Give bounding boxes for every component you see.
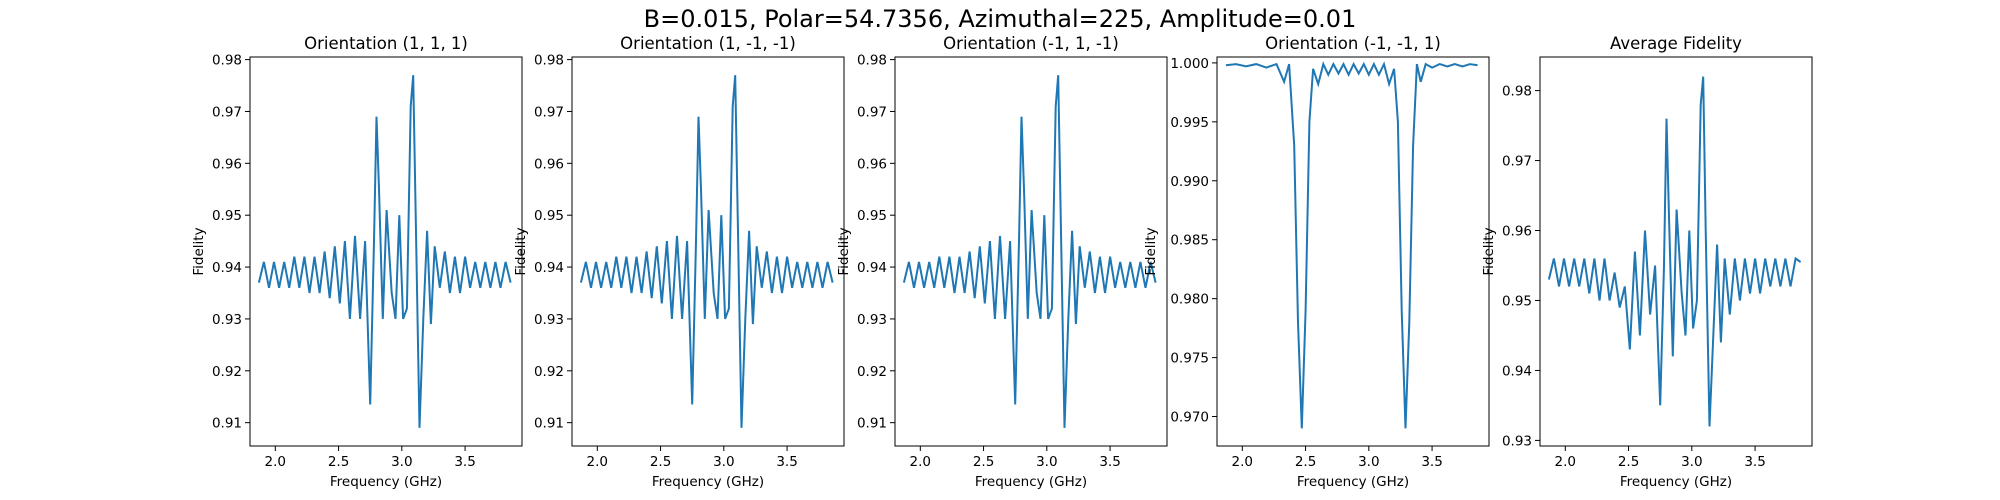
x-tick-label: 2.0 [1232,454,1253,470]
y-tick-label: 0.95 [534,208,564,224]
y-tick-label: 0.95 [212,208,242,224]
y-tick-label: 0.97 [534,104,564,120]
subplot-5: Average Fidelity 2.0 2.5 3.0 3.5 0.93 0.94 0.95… [1481,34,1813,490]
y-tick-label: 0.93 [212,312,242,328]
y-tick-label: 0.96 [212,156,242,172]
y-tick-label: 0.94 [212,260,242,276]
y-tick-label: 0.92 [857,364,887,380]
y-axis-label: Fidelity [191,227,207,275]
y-tick-label: 1.000 [1170,56,1209,72]
y-tick-label: 0.92 [534,364,564,380]
y-tick-label: 0.96 [857,156,887,172]
y-tick-label: 0.94 [857,260,887,276]
series-line [257,75,512,428]
plot-area [1539,56,1813,447]
y-tick-label: 0.970 [1170,410,1209,426]
x-tick-label: 3.5 [454,454,475,470]
y-tick-label: 0.985 [1170,233,1209,249]
y-tick-label: 0.94 [1502,363,1532,379]
x-tick-label: 3.5 [1099,454,1120,470]
subplot-2: Orientation (1, -1, -1) 2.0 2.5 3.0 3.5 0.91 0… [513,34,845,490]
subplot-1: Orientation (1, 1, 1) 2.0 2.5 3.0 3.5 0.91 0.9… [191,34,523,490]
y-tick-label: 0.91 [212,416,242,432]
plot-area [571,56,845,447]
y-axis-label: Fidelity [1481,227,1497,275]
plot-area [249,56,523,447]
x-tick-label: 3.0 [391,454,412,470]
y-tick-label: 0.98 [534,53,564,69]
subplot-title: Orientation (-1, -1, 1) [1265,34,1441,53]
x-tick-label: 2.5 [1618,454,1639,470]
y-tick-label: 0.98 [1502,84,1532,100]
y-axis-label: Fidelity [1143,227,1159,275]
subplot-title: Orientation (1, -1, -1) [620,34,796,53]
y-tick-label: 0.97 [857,104,887,120]
y-tick-label: 0.93 [534,312,564,328]
x-axis-label: Frequency (GHz) [1620,474,1732,490]
subplot-title: Orientation (1, 1, 1) [304,34,468,53]
subplot-title: Orientation (-1, 1, -1) [943,34,1119,53]
series-line [579,75,834,428]
y-tick-label: 0.93 [857,312,887,328]
series-line [1547,76,1802,427]
series-line [902,75,1157,428]
y-tick-label: 0.990 [1170,174,1209,190]
plot-area [1216,56,1490,447]
y-tick-label: 0.91 [857,416,887,432]
y-tick-label: 0.980 [1170,292,1209,308]
subplot-title: Average Fidelity [1610,34,1742,53]
subplot-3: Orientation (-1, 1, -1) 2.0 2.5 3.0 3.5 0.91 0… [836,34,1168,490]
y-tick-label: 0.96 [1502,224,1532,240]
x-tick-label: 2.0 [1555,454,1576,470]
y-tick-label: 0.91 [534,416,564,432]
subplot-4: Orientation (-1, -1, 1) 2.0 2.5 3.0 3.5 0.970… [1143,34,1490,490]
x-tick-label: 3.0 [1681,454,1702,470]
y-tick-label: 0.98 [212,53,242,69]
x-axis-label: Frequency (GHz) [652,474,764,490]
y-tick-label: 0.97 [212,104,242,120]
x-tick-label: 3.0 [1036,454,1057,470]
y-tick-label: 0.98 [857,53,887,69]
plot-area [894,56,1168,447]
y-tick-label: 0.94 [534,260,564,276]
y-axis-label: Fidelity [836,227,852,275]
y-tick-label: 0.95 [1502,293,1532,309]
y-tick-label: 0.995 [1170,115,1209,131]
x-tick-label: 3.0 [713,454,734,470]
y-tick-label: 0.97 [1502,154,1532,170]
y-tick-label: 0.96 [534,156,564,172]
x-tick-label: 2.0 [265,454,286,470]
y-tick-label: 0.92 [212,364,242,380]
y-axis-label: Fidelity [513,227,529,275]
x-tick-label: 2.5 [650,454,671,470]
x-axis-label: Frequency (GHz) [975,474,1087,490]
x-tick-label: 3.5 [1421,454,1442,470]
y-tick-label: 0.975 [1170,351,1209,367]
x-tick-label: 2.5 [328,454,349,470]
figure-title: B=0.015, Polar=54.7356, Azimuthal=225, A… [644,5,1357,33]
y-tick-label: 0.95 [857,208,887,224]
x-tick-label: 2.0 [910,454,931,470]
x-axis-label: Frequency (GHz) [330,474,442,490]
x-tick-label: 3.5 [1744,454,1765,470]
x-tick-label: 3.0 [1358,454,1379,470]
x-tick-label: 2.5 [973,454,994,470]
subplot-grid: Orientation (1, 1, 1) 2.0 2.5 3.0 3.5 0.91 0.9… [191,34,1813,490]
x-tick-label: 3.5 [776,454,797,470]
y-tick-label: 0.93 [1502,433,1532,449]
x-tick-label: 2.5 [1295,454,1316,470]
x-tick-label: 2.0 [587,454,608,470]
x-axis-label: Frequency (GHz) [1297,474,1409,490]
series-line [1225,61,1478,429]
